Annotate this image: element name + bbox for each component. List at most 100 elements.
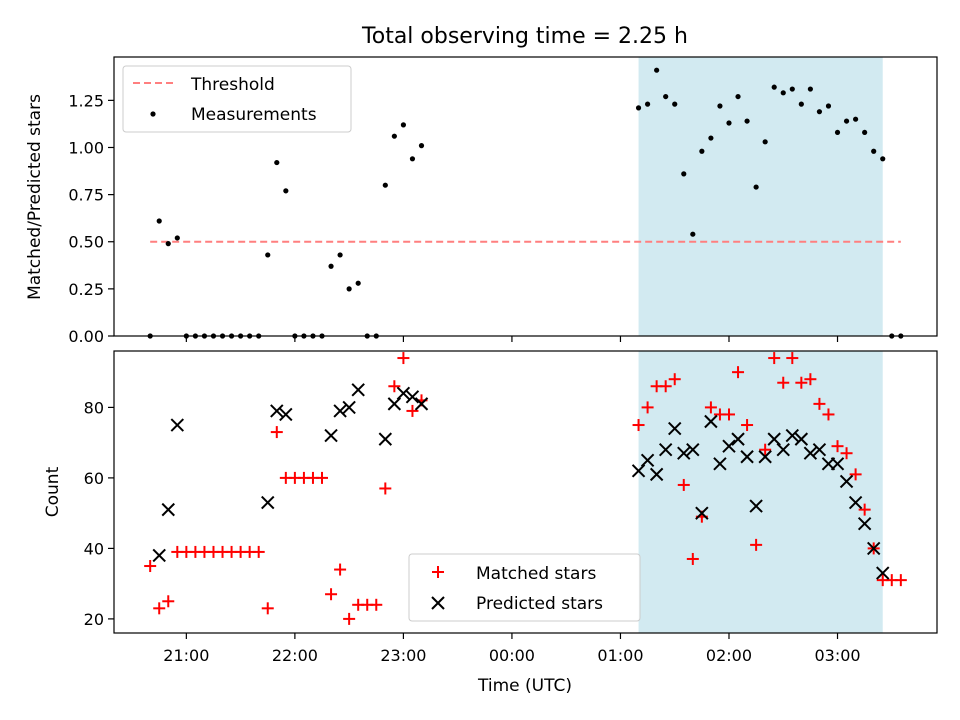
x-tick-label: 22:00	[272, 646, 318, 665]
predicted-stars-point	[270, 404, 284, 418]
predicted-stars-point	[695, 506, 709, 520]
measurements-point	[708, 135, 714, 141]
predicted-stars-point	[387, 397, 402, 411]
predicted-stars-point	[261, 495, 275, 510]
predicted-stars-point	[342, 400, 356, 415]
predicted-stars-point	[794, 432, 809, 446]
matched-stars-point	[840, 447, 853, 460]
matched-stars-point	[659, 380, 672, 393]
matched-stars-point	[822, 408, 835, 421]
predicted-stars-point	[324, 428, 338, 443]
matched-stars-point	[686, 552, 699, 565]
predicted-stars-point	[830, 457, 845, 471]
measurements-point	[654, 67, 660, 73]
measurements-point	[871, 148, 877, 154]
predicted-stars-point	[731, 432, 745, 446]
matched-stars-point	[144, 560, 157, 573]
predicted-stars-point	[333, 404, 347, 418]
predicted-legend-swatch	[431, 596, 445, 610]
measurements-point	[663, 93, 669, 100]
predicted-stars-point	[776, 442, 790, 457]
predicted-stars-point	[378, 432, 393, 446]
matched-legend-swatch	[432, 566, 444, 578]
predicted-stars-point	[631, 464, 646, 478]
matched-stars-point	[759, 443, 772, 456]
matched-stars-point	[325, 588, 338, 601]
predicted-stars-point	[649, 467, 664, 482]
bottom-y-tick-label: 20	[84, 610, 104, 629]
matched-stars-point	[388, 380, 401, 393]
matched-stars-point	[162, 595, 175, 608]
top-y-tick-label: 1.00	[68, 138, 104, 157]
measurements-point	[328, 263, 334, 269]
predicted-stars-point	[152, 548, 166, 563]
predicted-stars-point	[704, 414, 718, 429]
predicted-stars-point	[803, 446, 818, 460]
measurements-point	[690, 231, 696, 237]
measurements-point	[789, 86, 795, 92]
measurements-point	[762, 139, 768, 145]
top-x-ticks	[185, 336, 839, 342]
measurements-point	[274, 159, 280, 166]
matched-stars-point	[370, 598, 383, 611]
predicted-stars-point	[848, 495, 863, 510]
matched-stars-point	[813, 397, 826, 410]
measurements-point	[283, 188, 289, 194]
matched-stars-point	[252, 545, 265, 558]
bottom-y-tick-label: 40	[84, 539, 104, 558]
predicted-stars-point	[161, 502, 175, 517]
bottom-panel: 20 40 60 80 21:00 22:00 23:00 00:00 01:00 02:00 0…	[43, 350, 938, 696]
measurements-point	[174, 235, 180, 241]
matched-stars-point	[831, 440, 844, 453]
predicted-stars-point	[396, 386, 411, 401]
predicted-stars-point	[640, 453, 655, 467]
predicted-stars-point	[740, 450, 754, 464]
predicted-stars-point	[767, 432, 781, 446]
matched-stars-point	[704, 401, 717, 414]
top-shaded-region	[638, 57, 883, 336]
predicted-stars-point	[866, 541, 881, 556]
matched-stars-point	[722, 408, 735, 421]
matched-stars-point	[406, 404, 419, 417]
matched-stars-point	[741, 419, 754, 432]
predicted-stars-point	[812, 442, 827, 457]
matched-stars-point	[153, 602, 166, 615]
matched-stars-point	[777, 376, 790, 389]
matched-stars-point	[270, 426, 283, 439]
top-y-tick-label: 1.25	[68, 91, 104, 110]
top-panel: 0.00 0.25 0.50 0.75 1.00 1.25 Matched/Predict…	[25, 56, 938, 346]
measurements-point	[418, 143, 425, 149]
matched-stars-point	[732, 366, 745, 379]
top-legend: Threshold Measurements	[122, 65, 352, 133]
predicted-stars-point	[279, 407, 293, 422]
x-tick-label: 03:00	[814, 646, 860, 665]
predicted-stars-point	[758, 450, 772, 464]
measurements-point	[409, 156, 416, 162]
matched-stars-point	[641, 401, 654, 414]
matched-stars-point	[786, 352, 799, 365]
predicted-stars-point	[713, 457, 727, 471]
measurements-point	[165, 241, 171, 247]
measurements-point	[753, 184, 759, 190]
measurements-point	[744, 118, 750, 124]
measurements-point	[825, 103, 832, 109]
matched-stars-point	[768, 352, 781, 365]
top-legend-box	[122, 65, 352, 133]
predicted-stars-point	[876, 566, 890, 580]
measurements-point	[156, 218, 162, 224]
predicted-stars-point	[686, 442, 700, 457]
matched-stars-point	[632, 419, 645, 432]
bottom-legend-box	[408, 553, 641, 622]
matched-stars-point	[849, 468, 862, 481]
top-y-ticks: 0.00 0.25 0.50 0.75 1.00 1.25	[68, 91, 114, 346]
matched-stars-point	[795, 376, 808, 389]
measurements-point	[699, 148, 705, 154]
matched-stars-point	[804, 373, 817, 386]
bottom-legend: Matched stars Predicted stars	[408, 553, 641, 622]
bottom-y-tick-label: 80	[84, 398, 104, 417]
predicted-stars-point	[658, 442, 673, 457]
matched-stars-point	[334, 563, 347, 576]
predicted-stars-point	[405, 390, 420, 404]
predicted-stars-point	[170, 418, 185, 432]
top-plot-frame	[113, 56, 938, 337]
